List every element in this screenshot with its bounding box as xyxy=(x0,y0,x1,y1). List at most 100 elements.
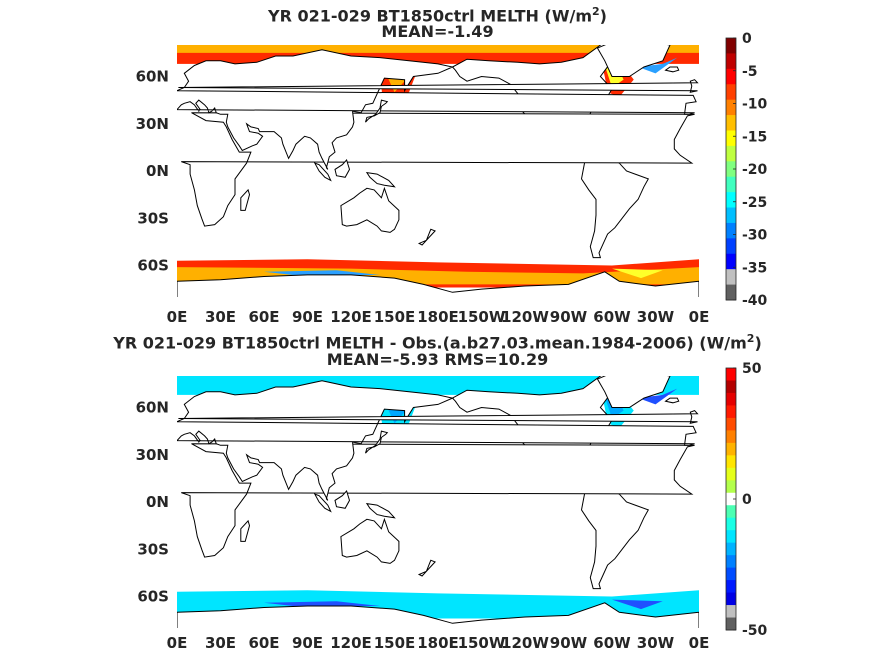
land-new-guinea xyxy=(365,502,396,519)
colorbar-1: 0 -5 -10 -15 -20 -25 -30 -35 -40 xyxy=(725,31,768,309)
colorbar-segment xyxy=(726,207,736,224)
colorbar-segment xyxy=(726,392,736,406)
land-madagascar xyxy=(240,519,251,542)
map1-title: YR 021-029 BT1850ctrl MELTH (W/m2) xyxy=(268,5,607,26)
land-japan xyxy=(365,99,389,123)
colorbar-segment xyxy=(726,84,736,101)
colorbar-segment xyxy=(726,161,736,178)
land-uk xyxy=(178,79,699,93)
map2-subtitle: MEAN=-5.93 RMS=10.29 xyxy=(326,350,549,369)
colorbar-tick-label: -50 xyxy=(742,623,768,639)
colorbar-segment xyxy=(726,38,736,54)
map-2-xtick: 60E xyxy=(248,634,279,652)
map-1-ytick: 30N xyxy=(136,115,169,133)
map-2-xtick: 60W xyxy=(593,634,631,652)
colorbar-segment xyxy=(726,380,736,394)
colorbar-segment xyxy=(726,555,736,569)
colorbar-tick-label: -25 xyxy=(742,195,767,211)
colorbar-segment xyxy=(726,417,736,431)
colorbar-segment xyxy=(726,284,736,301)
colorbar-segment xyxy=(726,442,736,456)
land-sumatra xyxy=(313,493,332,513)
colorbar-segment xyxy=(726,130,736,147)
map-1-xtick: 90E xyxy=(292,308,323,326)
land-new-guinea xyxy=(365,171,396,188)
land-iceland xyxy=(664,66,680,73)
colorbar-tick-label: 50 xyxy=(742,361,762,377)
land-eurasia xyxy=(177,49,697,170)
map-2-xtick: 120E xyxy=(330,634,372,652)
colorbar-segment xyxy=(726,269,736,286)
colorbar-segment xyxy=(726,567,736,581)
map-1-xtick: 30E xyxy=(205,308,236,326)
map-2-xtick: 0E xyxy=(167,634,188,652)
land-greenland xyxy=(596,376,671,408)
land-greenland xyxy=(596,45,671,77)
southern-ocean-ice-deep xyxy=(264,270,380,275)
southern-ocean-ice-deep xyxy=(264,601,380,606)
map-1-xtick: 150W xyxy=(458,308,506,326)
colorbar-segment xyxy=(726,222,736,239)
weddell-ice-core xyxy=(612,599,663,610)
land-new-zealand xyxy=(417,559,436,577)
colorbar-segment xyxy=(726,430,736,444)
land-australia xyxy=(340,186,400,233)
arctic-ice-core xyxy=(177,376,699,384)
land-australia xyxy=(340,517,400,564)
colorbar-segment xyxy=(726,53,736,70)
map-2-xtick: 90E xyxy=(292,634,323,652)
colorbar-segment xyxy=(726,455,736,469)
okhotsk-ice-core xyxy=(387,407,407,424)
colorbar-segment xyxy=(726,492,736,506)
map1-subtitle: MEAN=-1.49 xyxy=(381,22,494,41)
land-sumatra xyxy=(313,162,332,182)
map-1-field xyxy=(177,45,699,297)
map-1-xtick: 0E xyxy=(167,308,188,326)
land-borneo xyxy=(334,490,351,509)
map-2-ytick: 30S xyxy=(137,540,169,558)
colorbar-segment xyxy=(726,192,736,209)
land-madagascar xyxy=(240,188,251,211)
map-2-xtick: 30E xyxy=(205,634,236,652)
colorbar-tick-label: -20 xyxy=(742,162,768,178)
colorbar-segment xyxy=(726,405,736,419)
colorbar-segment xyxy=(726,467,736,481)
colorbar-segment xyxy=(726,115,736,131)
map-2-xtick: 90W xyxy=(550,634,588,652)
land-africa xyxy=(181,443,695,558)
arctic-ice-core xyxy=(177,45,699,53)
map2-title: YR 021-029 BT1850ctrl MELTH - Obs.(a.b27… xyxy=(113,332,762,353)
colorbar-tick-label: 0 xyxy=(742,31,752,47)
map-1-ytick: 60S xyxy=(137,257,169,275)
land-uk xyxy=(178,410,699,424)
weddell-ice-core xyxy=(612,268,663,279)
colorbar-segment xyxy=(726,238,736,255)
land-africa xyxy=(181,112,695,227)
colorbar-segment xyxy=(726,542,736,556)
map-1-xtick: 90W xyxy=(550,308,588,326)
map-2-xtick: 150E xyxy=(374,634,416,652)
colorbar-tick-label: -10 xyxy=(742,97,768,113)
colorbar-segment xyxy=(726,253,736,270)
okhotsk-ice-core xyxy=(387,76,407,93)
map-1-ytick: 30S xyxy=(137,209,169,227)
map-1-xtick: 60W xyxy=(593,308,631,326)
land-new-zealand xyxy=(417,228,436,246)
east-greenland-ice xyxy=(638,388,678,405)
land-south-america xyxy=(580,153,650,259)
colorbar-segment xyxy=(726,480,736,494)
land-antarctica xyxy=(177,271,699,297)
colorbar-segment xyxy=(726,68,736,85)
map-2-xtick: 180E xyxy=(417,634,459,652)
colorbar-tick-label: 0 xyxy=(742,492,752,508)
colorbar-tick-label: -30 xyxy=(742,228,768,244)
map-1-xtick: 30W xyxy=(637,308,675,326)
colorbar-segment xyxy=(726,617,736,631)
map-2-field xyxy=(177,376,699,628)
map-1-xtick: 0E xyxy=(689,308,710,326)
map-2-xtick: 120W xyxy=(501,634,549,652)
map-2-xtick: 0E xyxy=(689,634,710,652)
map-2-xtick: 150W xyxy=(458,634,506,652)
colorbar-segment xyxy=(726,505,736,519)
map-1-ytick: 60N xyxy=(136,68,169,86)
